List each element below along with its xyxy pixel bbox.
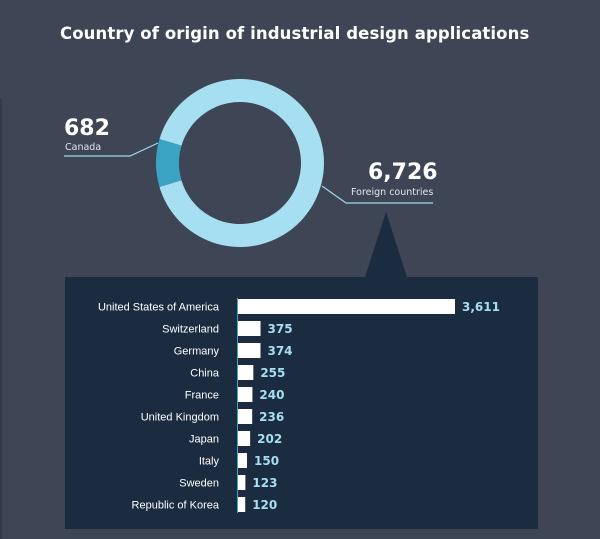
bar-value-label: 240	[259, 388, 284, 402]
bar-panel	[65, 212, 538, 529]
bar-category-label: Italy	[199, 456, 220, 468]
bar	[238, 431, 251, 446]
bar	[238, 299, 455, 314]
canada-value-label: 682	[64, 116, 110, 141]
bar-value-label: 120	[252, 498, 277, 512]
donut-slice-canada	[156, 139, 182, 187]
donut-chart	[64, 79, 433, 248]
bar-value-label: 150	[254, 454, 279, 468]
bar-value-label: 255	[260, 366, 285, 380]
bar	[238, 497, 246, 512]
bar-value-label: 374	[267, 344, 292, 358]
bar-category-label: United Kingdom	[141, 412, 219, 424]
bar-category-label: France	[185, 390, 219, 402]
foreign-category-label: Foreign countries	[351, 187, 434, 198]
bar-category-label: Switzerland	[162, 324, 219, 336]
bar-value-label: 123	[252, 476, 277, 490]
bar-category-label: Republic of Korea	[132, 500, 220, 512]
bar	[238, 387, 253, 402]
chart-title: Country of origin of industrial design a…	[60, 24, 530, 43]
bar	[238, 343, 261, 358]
bar-value-label: 202	[257, 432, 282, 446]
bar-category-label: Japan	[189, 434, 219, 446]
bar-category-label: China	[190, 368, 220, 380]
bar-category-label: Sweden	[179, 478, 219, 490]
bar	[238, 475, 246, 490]
bar-category-label: Germany	[174, 346, 220, 358]
bar-value-label: 375	[268, 322, 293, 336]
foreign-value-label: 6,726	[368, 160, 438, 185]
canada-category-label: Canada	[65, 142, 102, 153]
bar-value-label: 236	[259, 410, 284, 424]
bar	[238, 409, 253, 424]
bar	[238, 453, 248, 468]
canada-leader-line	[64, 142, 159, 157]
bar	[238, 365, 254, 380]
bar-value-label: 3,611	[462, 300, 500, 314]
bar-category-label: United States of America	[98, 302, 220, 314]
left-edge-strip	[0, 98, 2, 539]
foreign-leader-line	[321, 185, 433, 204]
bar	[238, 321, 261, 336]
